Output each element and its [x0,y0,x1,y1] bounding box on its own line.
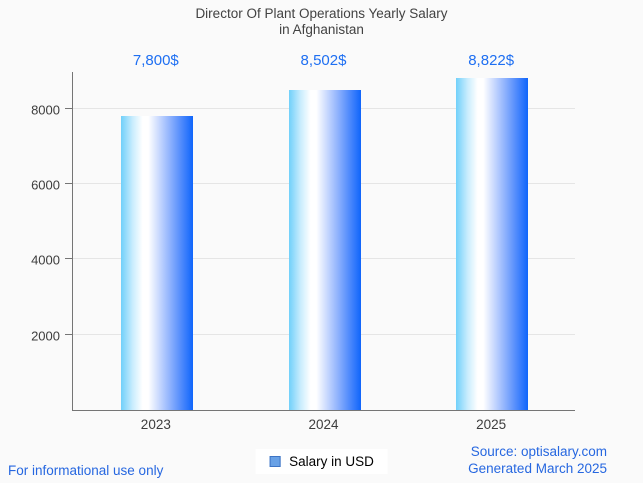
x-axis-tick-labels: 2023 2024 2025 [72,417,575,433]
value-label-2024: 8,502$ [300,52,347,69]
source-text: Source: optisalary.com [470,444,607,459]
legend-label: Salary in USD [289,454,374,469]
y-tick-label-6000: 6000 [31,177,60,193]
disclaimer-text: For informational use only [8,463,164,478]
value-label-2025: 8,822$ [468,52,515,69]
x-tick-label-2024: 2024 [308,417,339,432]
chart-title-line1: Director Of Plant Operations Yearly Sala… [195,6,448,21]
bar-2025 [456,77,529,410]
y-tick-mark-6000 [65,183,72,184]
bar-2023 [120,116,193,410]
value-labels-row: 7,800$ 8,502$ 8,822$ [72,52,575,72]
y-tick-mark-2000 [65,333,72,335]
y-axis-tick-labels: 2000 4000 6000 8000 [0,72,60,411]
legend: Salary in USD [255,449,388,474]
chart-title: Director Of Plant Operations Yearly Sala… [0,6,643,38]
y-tick-label-8000: 8000 [31,102,60,118]
legend-marker-icon [269,456,281,467]
y-tick-mark-8000 [65,107,72,109]
x-tick-label-2025: 2025 [476,417,507,432]
y-tick-mark-4000 [65,258,72,260]
source-block: Source: optisalary.com Generated March 2… [468,443,607,477]
y-tick-label-4000: 4000 [31,252,60,268]
chart-title-line2: in Afghanistan [279,22,364,37]
value-label-2023: 7,800$ [132,52,179,69]
x-tick-label-2023: 2023 [140,417,171,432]
bar-2024 [288,89,361,410]
generated-text: Generated March 2025 [468,461,607,476]
plot-area [65,72,575,411]
y-tick-label-2000: 2000 [31,328,60,344]
